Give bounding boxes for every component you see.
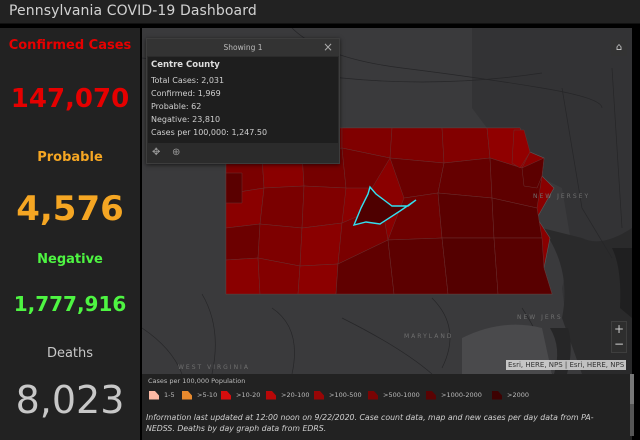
stats-sidebar: Confirmed Cases 147,070 Probable 4,576 N… bbox=[0, 28, 140, 440]
popup-negative: Negative: 23,810 bbox=[151, 115, 221, 124]
zoom-control: + − bbox=[611, 321, 627, 353]
confirmed-cases-value: 147,070 bbox=[10, 84, 130, 114]
legend-swatch-icon bbox=[426, 390, 436, 400]
zoom-out-button[interactable]: − bbox=[613, 337, 625, 351]
map-attribution: Esri, HERE, NPS | Esri, HERE, NPS bbox=[506, 360, 627, 370]
legend-label: >1000-2000 bbox=[441, 391, 482, 399]
legend-swatch-icon bbox=[368, 390, 378, 400]
close-icon[interactable]: × bbox=[322, 40, 333, 54]
legend-panel: Cases per 100,000 Population 1-5 >5-10 >… bbox=[142, 374, 632, 440]
legend-swatch-icon bbox=[221, 390, 231, 400]
probable-value: 4,576 bbox=[16, 189, 124, 229]
legend-swatch-icon bbox=[492, 390, 502, 400]
legend-label: >100-500 bbox=[329, 391, 362, 399]
negative-value: 1,777,916 bbox=[13, 292, 127, 316]
legend-item: >100-500 bbox=[314, 390, 362, 400]
legend-swatch-icon bbox=[182, 390, 192, 400]
zoom-to-icon[interactable]: ⊕ bbox=[172, 147, 181, 158]
legend-item: >20-100 bbox=[266, 390, 309, 400]
scrollbar-thumb[interactable] bbox=[630, 374, 634, 404]
legend-label: >20-100 bbox=[281, 391, 310, 399]
deaths-label: Deaths bbox=[46, 346, 94, 361]
legend-swatch-icon bbox=[314, 390, 324, 400]
home-icon[interactable]: ⌂ bbox=[611, 40, 627, 56]
legend-title: Cases per 100,000 Population bbox=[148, 377, 246, 385]
popup-total-cases: Total Cases: 2,031 bbox=[151, 76, 225, 85]
app-title: Pennsylvania COVID-19 Dashboard bbox=[9, 3, 257, 19]
popup-confirmed: Confirmed: 1,969 bbox=[151, 89, 221, 98]
place-label-new-jersey: NEW JERSEY bbox=[533, 193, 591, 200]
data-source-info: Information last updated at 12:00 noon o… bbox=[146, 413, 594, 433]
legend-item: >5-10 bbox=[182, 390, 217, 400]
legend-label: >5-10 bbox=[197, 391, 218, 399]
zoom-in-button[interactable]: + bbox=[613, 322, 625, 336]
place-label-west-virginia: WEST VIRGINIA bbox=[178, 364, 250, 371]
negative-label: Negative bbox=[37, 252, 103, 267]
popup-toolbar: ✥ ⊕ bbox=[147, 144, 339, 164]
legend-item: >1000-2000 bbox=[426, 390, 482, 400]
legend-label: 1-5 bbox=[164, 391, 175, 399]
legend-label: >500-1000 bbox=[383, 391, 420, 399]
popup-showing-count: Showing 1 bbox=[223, 43, 263, 52]
legend-item: >10-20 bbox=[221, 390, 260, 400]
legend-scrollbar[interactable] bbox=[630, 374, 634, 436]
popup-probable: Probable: 62 bbox=[151, 102, 202, 111]
app-header: Pennsylvania COVID-19 Dashboard bbox=[0, 0, 640, 24]
legend-item: >2000 bbox=[492, 390, 529, 400]
pan-icon[interactable]: ✥ bbox=[152, 147, 161, 158]
county-popup: Showing 1 × Centre County Total Cases: 2… bbox=[146, 38, 340, 164]
legend-label: >10-20 bbox=[236, 391, 261, 399]
legend-item: >500-1000 bbox=[368, 390, 420, 400]
legend-label: >2000 bbox=[507, 391, 529, 399]
popup-county-name: Centre County bbox=[151, 60, 220, 70]
deaths-value: 8,023 bbox=[15, 378, 125, 422]
legend-item: 1-5 bbox=[149, 390, 175, 400]
popup-body: Centre County Total Cases: 2,031 Confirm… bbox=[148, 57, 338, 143]
popup-cases-per-100k: Cases per 100,000: 1,247.50 bbox=[151, 128, 268, 137]
legend-swatch-icon bbox=[149, 390, 159, 400]
confirmed-cases-label: Confirmed Cases bbox=[8, 38, 132, 53]
place-label-maryland: MARYLAND bbox=[404, 333, 454, 340]
popup-header: Showing 1 × bbox=[147, 39, 339, 56]
legend-swatch-icon bbox=[266, 390, 276, 400]
place-label-new-jersey-south: NEW JERS bbox=[517, 314, 563, 321]
probable-label: Probable bbox=[37, 150, 103, 165]
